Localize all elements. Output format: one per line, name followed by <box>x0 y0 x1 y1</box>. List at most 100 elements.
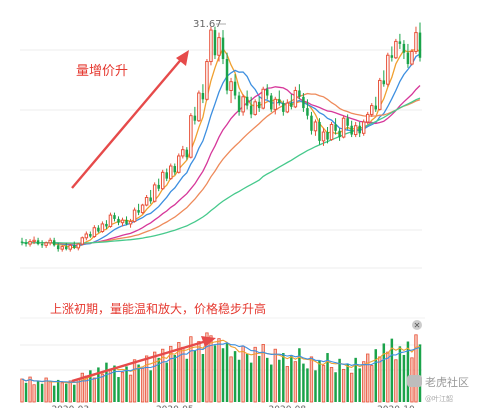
volume-ma-10 <box>21 342 421 383</box>
candle <box>338 128 341 141</box>
candle <box>290 94 293 110</box>
candlestick-series <box>20 22 422 252</box>
candle <box>298 84 301 100</box>
volume-bar <box>132 359 137 403</box>
volume-bar <box>120 371 125 403</box>
volume-ma-lines <box>21 339 421 384</box>
volume-bar <box>386 351 390 403</box>
candle <box>40 240 44 248</box>
volume-bar <box>362 361 366 403</box>
volume-bar <box>273 348 277 403</box>
volume-bar <box>245 354 249 402</box>
x-tick-label: 2020-10 <box>377 405 415 408</box>
candle <box>261 86 265 110</box>
volume-bar <box>213 345 217 402</box>
candle <box>233 74 237 100</box>
candle <box>241 94 245 116</box>
volume-bar <box>358 368 361 402</box>
candle <box>313 119 318 136</box>
volume-bar <box>48 381 52 403</box>
candle <box>113 212 116 222</box>
candle <box>410 48 414 66</box>
volume-bar <box>229 356 233 403</box>
candle <box>217 32 221 62</box>
volume-bar <box>113 365 116 402</box>
volume-bar <box>24 382 28 402</box>
volume-bar <box>406 341 410 402</box>
candle <box>24 239 28 247</box>
x-axis-ticks: 2020-03 2020-05 2020-08 2020-10 <box>51 405 414 408</box>
candle <box>157 178 160 192</box>
volume-bar <box>293 361 298 403</box>
candle <box>209 26 213 66</box>
candle <box>92 225 97 238</box>
candle <box>189 113 193 159</box>
svg-text:✕: ✕ <box>414 321 421 330</box>
candle <box>44 241 48 248</box>
candle <box>205 59 209 101</box>
candle <box>249 96 253 119</box>
volume-bar <box>209 335 213 403</box>
candle <box>394 38 398 60</box>
candle <box>193 106 197 125</box>
volume-bar <box>302 363 305 402</box>
watermark: 老虎社区 @叶江韶 <box>407 375 469 403</box>
volume-bar <box>197 341 201 403</box>
volume-bar <box>125 366 128 402</box>
candle <box>334 118 337 135</box>
volume-bar <box>105 362 108 402</box>
volume-bar <box>253 346 257 403</box>
candle <box>329 121 334 141</box>
candle <box>253 99 257 116</box>
volume-bar <box>285 366 289 403</box>
candle <box>237 91 241 116</box>
volume-bar <box>89 370 92 402</box>
volume-bar <box>32 384 36 403</box>
volume-bar <box>40 383 44 402</box>
max-price-label: 31.67 <box>193 19 222 30</box>
candle <box>306 99 309 120</box>
candle <box>229 77 233 104</box>
volume-bar <box>97 367 100 402</box>
volume-bar <box>193 350 197 402</box>
volume-bar <box>418 344 422 402</box>
candle <box>169 163 173 180</box>
candle <box>390 46 394 62</box>
candle <box>152 182 157 203</box>
candle <box>318 118 321 145</box>
volume-bar <box>290 354 293 402</box>
volume-bar <box>36 380 40 402</box>
volume-bar <box>334 372 337 402</box>
volume-bar <box>73 384 76 402</box>
volume-bar <box>165 362 168 402</box>
volume-bar <box>161 348 165 403</box>
candle <box>28 239 32 247</box>
candle <box>60 245 64 252</box>
volume-bar <box>117 377 120 402</box>
candle <box>418 22 422 62</box>
volume-bar <box>298 348 301 402</box>
volume-bar <box>249 362 253 402</box>
ma-line-30 <box>22 92 421 245</box>
volume-bar <box>309 356 314 403</box>
candle <box>36 237 40 246</box>
volume-bar <box>306 368 309 402</box>
candle <box>365 111 370 125</box>
volume-bar <box>237 359 241 402</box>
candle <box>73 241 76 250</box>
close-icon[interactable]: ✕ <box>412 320 422 330</box>
candle <box>105 220 108 229</box>
candle <box>64 242 68 251</box>
volume-bar <box>80 372 84 403</box>
candle <box>80 236 85 246</box>
candle <box>402 40 406 60</box>
volume-bar <box>68 380 72 403</box>
price-annotation: 量增价升 <box>76 64 128 79</box>
candle <box>245 90 249 110</box>
candle <box>257 96 261 112</box>
ma-line-10 <box>22 53 421 247</box>
candle <box>406 43 410 68</box>
candle <box>32 236 36 245</box>
trend-arrow-price <box>71 50 189 189</box>
